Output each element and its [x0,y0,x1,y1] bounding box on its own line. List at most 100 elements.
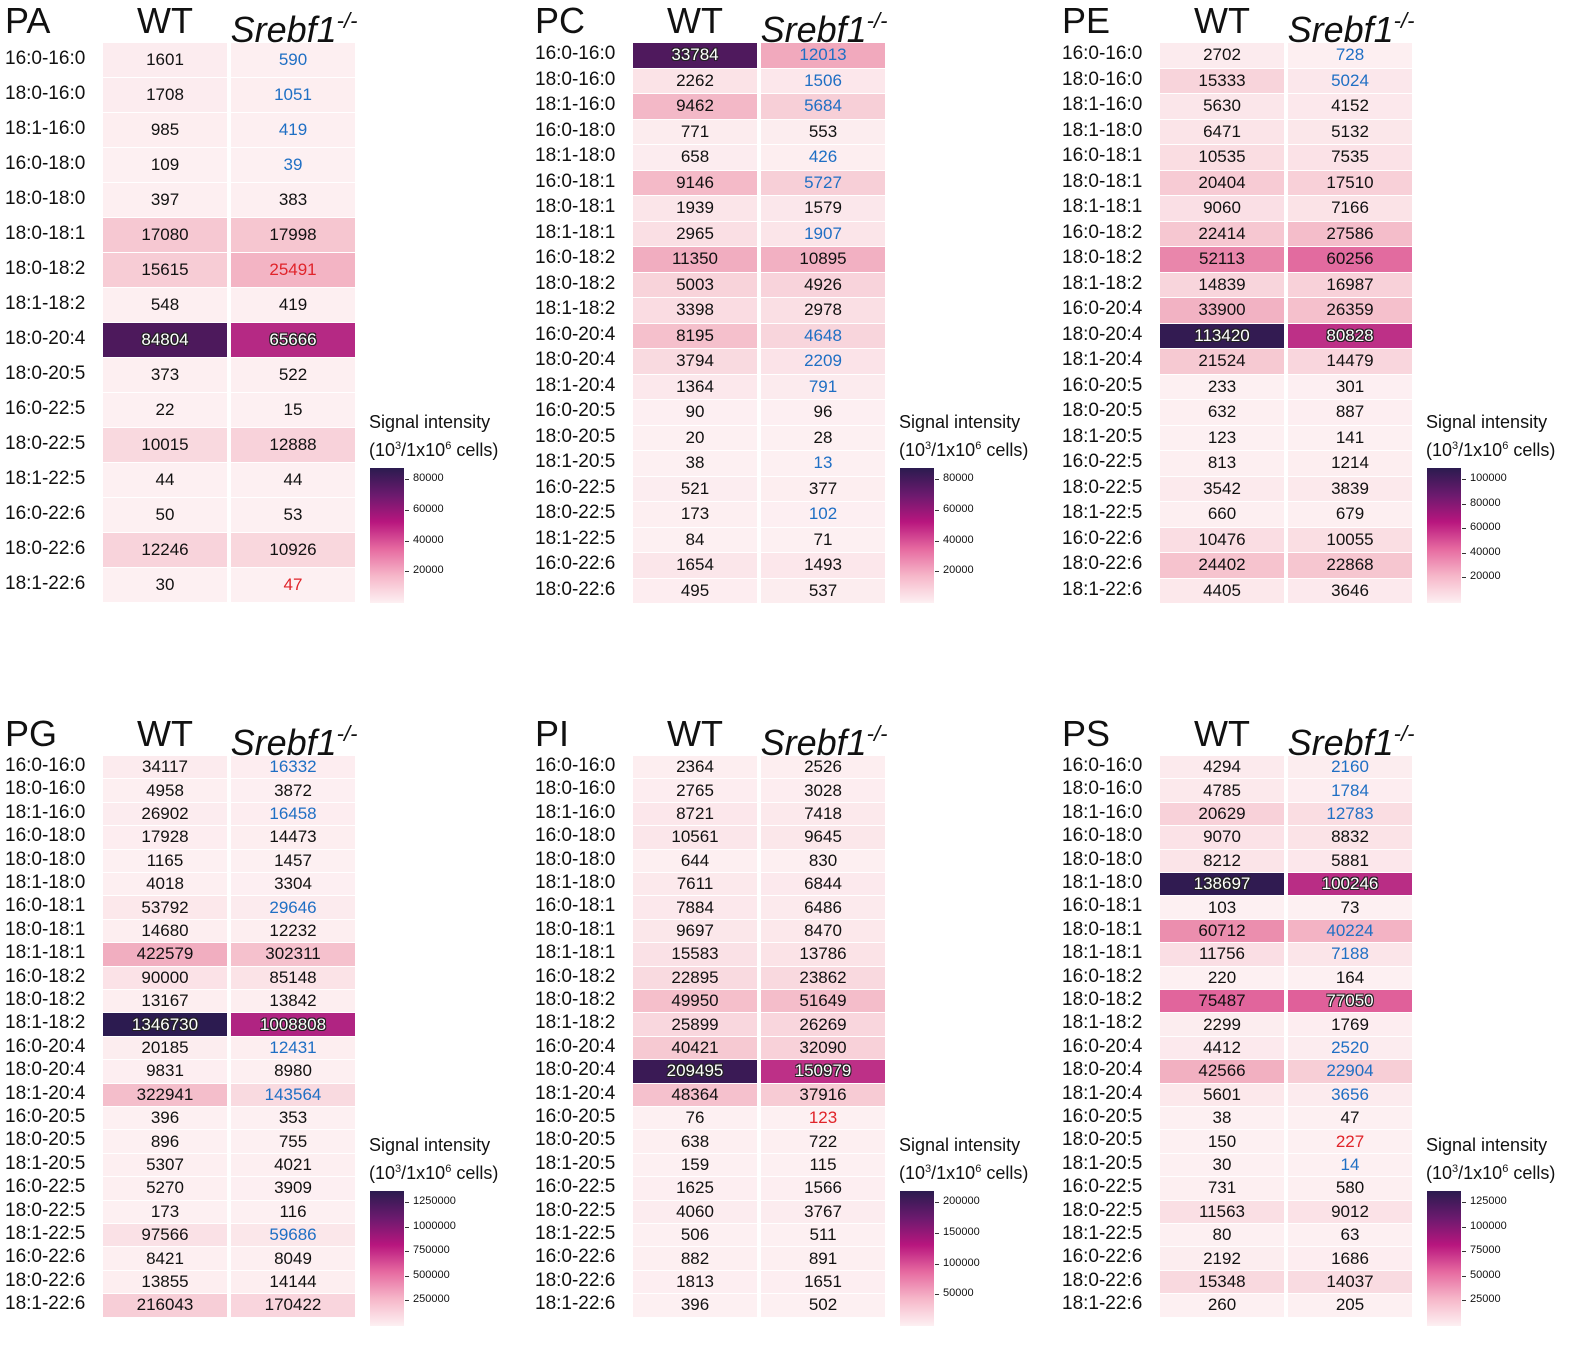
heatmap-cell-wt: 632 [1160,400,1284,426]
heatmap-cell-wt: 220 [1160,966,1284,990]
column-header-ko: Srebf1-/- [1282,714,1420,763]
legend-colorbar [370,1191,404,1326]
heatmap-cell-ko: 60256 [1288,247,1412,273]
row-label: 18:1-18:2 [535,1012,616,1034]
heatmap-cell-wt: 113420 [1160,323,1284,349]
heatmap-cell-wt: 20404 [1160,170,1284,196]
heatmap-cell-wt: 2192 [1160,1247,1284,1271]
row-label: 18:1-22:6 [5,573,86,594]
legend-tick-label: 100000 [1462,472,1507,485]
heatmap-cell-wt: 5270 [103,1177,227,1201]
legend-title-line1: Signal intensity [369,1135,491,1155]
heatmap-cell-wt: 30 [103,568,227,603]
heatmap-cell-wt: 5601 [1160,1083,1284,1107]
column-header-ko: Srebf1-/- [225,1,363,50]
heatmap-cell-wt: 233 [1160,374,1284,400]
row-label: 16:0-18:0 [535,119,616,141]
row-label: 18:0-20:5 [1062,400,1143,421]
heatmap-cell-wt: 4785 [1160,779,1284,803]
heatmap-cell-wt: 60712 [1160,919,1284,944]
row-label: 18:0-16:0 [1062,778,1143,800]
legend-title: Signal intensity (103/1x106 cells) [1426,1133,1555,1185]
heatmap-cell-ko: 63 [1288,1224,1412,1248]
heatmap-cell-wt: 109 [103,148,227,183]
heatmap-cell-ko: 2160 [1288,756,1412,780]
heatmap-cell-ko: 502 [761,1294,885,1318]
legend-sup: 3 [1452,1163,1459,1175]
row-label: 18:0-20:4 [5,328,86,349]
heatmap-cell-wt: 7611 [633,873,757,897]
heatmap-cell-ko: 65666 [231,323,355,358]
row-label: 16:0-18:0 [5,825,86,847]
heatmap-cell-ko: 3028 [761,779,885,803]
heatmap-cell-ko: 679 [1288,502,1412,528]
heatmap-cell-ko: 1008808 [231,1013,355,1037]
heatmap-cell-wt: 2765 [633,779,757,803]
heatmap-cell-wt: 10535 [1160,145,1284,171]
row-label: 18:1-20:5 [1062,425,1143,447]
heatmap-cell-ko: 39 [231,148,355,183]
row-label: 16:0-22:5 [5,1176,86,1198]
row-label: 16:0-18:0 [5,153,86,174]
heatmap-cell-wt: 5003 [633,272,757,298]
heatmap-cell-wt: 138697 [1160,873,1284,897]
heatmap-cell-ko: 14144 [231,1270,355,1295]
row-label: 18:0-18:0 [5,848,86,870]
row-label: 18:0-22:6 [5,1269,86,1291]
heatmap-cell-ko: 4152 [1288,94,1412,120]
legend-tick-label: 50000 [935,1287,974,1300]
heatmap-cell-ko: 5684 [761,94,885,120]
row-label: 18:0-22:5 [535,1199,616,1221]
heatmap-cell-ko: 10055 [1288,527,1412,553]
heatmap-cell-ko: 12232 [231,919,355,944]
heatmap-cell-ko: 47 [1288,1107,1412,1131]
panel-title: PE [1062,0,1111,41]
heatmap-cell-wt: 20185 [103,1036,227,1061]
column-header-ko-superscript: -/- [336,721,358,746]
heatmap-cell-wt: 15615 [103,253,227,288]
heatmap-cell-ko: 302311 [231,943,355,967]
row-label: 16:0-16:0 [5,48,86,69]
heatmap-cell-wt: 9146 [633,170,757,196]
legend-tick-label: 40000 [935,533,974,546]
legend-tick-label: 20000 [405,564,444,577]
heatmap-cell-wt: 53792 [103,896,227,920]
heatmap-cell-wt: 11756 [1160,943,1284,967]
heatmap-cell-ko: 522 [231,358,355,393]
row-label: 16:0-20:5 [535,400,616,421]
column-header-ko-superscript: -/- [336,8,358,33]
row-label: 18:1-20:4 [535,1082,616,1104]
heatmap-cell-ko: 1506 [761,68,885,94]
heatmap-cell-wt: 15333 [1160,68,1284,94]
column-header-wt: WT [667,713,723,754]
row-label: 18:0-20:4 [1062,323,1143,345]
heatmap-cell-wt: 5307 [103,1153,227,1178]
heatmap-cell-wt: 422579 [103,943,227,967]
legend-sup: 3 [925,440,932,452]
heatmap-cell-ko: 12783 [1288,802,1412,827]
row-label: 16:0-22:5 [5,398,86,419]
row-label: 16:0-16:0 [535,755,616,776]
row-label: 18:1-18:1 [535,942,616,964]
column-header-ko: Srebf1-/- [755,714,893,763]
panel-title: PS [1062,713,1111,754]
row-label: 16:0-20:4 [5,1035,86,1057]
heatmap-cell-wt: 24402 [1160,553,1284,579]
row-label: 16:0-20:4 [535,323,616,345]
legend-tick-label: 80000 [935,472,974,485]
legend-title-line1: Signal intensity [1426,1135,1548,1155]
heatmap-cell-ko: 227 [1288,1130,1412,1154]
legend-sup: 6 [1502,440,1509,452]
heatmap-cell-ko: 1493 [761,553,885,579]
heatmap-cell-ko: 29646 [231,896,355,920]
legend-title-line2: (103/1x106 cells) [369,1163,499,1183]
legend-tick-label: 50000 [1462,1268,1501,1281]
heatmap-cell-wt: 14839 [1160,272,1284,298]
heatmap-cell-wt: 882 [633,1247,757,1271]
row-label: 18:0-18:0 [1062,848,1143,870]
heatmap-cell-ko: 51649 [761,990,885,1014]
column-header-ko-name: Srebf1 [1287,722,1394,763]
panel-title: PI [535,713,570,754]
legend-title-line1: Signal intensity [1426,412,1548,432]
heatmap-cell-ko: 143564 [231,1083,355,1107]
